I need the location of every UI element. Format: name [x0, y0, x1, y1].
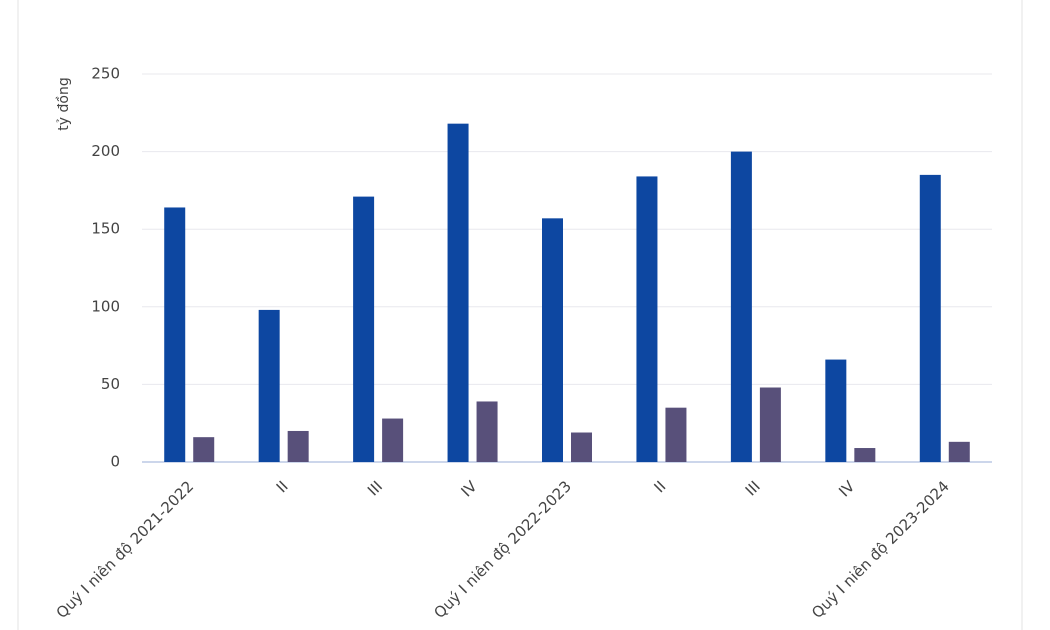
bar — [542, 218, 563, 462]
bar — [919, 174, 941, 462]
bar — [193, 437, 215, 462]
bar — [665, 407, 687, 462]
y-tick-label: 250 — [91, 65, 120, 83]
bar — [636, 176, 658, 462]
bar — [759, 387, 781, 462]
bar — [825, 359, 847, 462]
y-axis-label: tỷ đồng — [55, 77, 72, 130]
bar — [854, 448, 876, 462]
y-tick-label: 100 — [91, 297, 120, 315]
bar — [164, 207, 186, 462]
y-tick-label: 200 — [91, 142, 120, 160]
bar — [730, 151, 752, 462]
bar — [476, 401, 498, 462]
bar — [447, 123, 469, 462]
bar — [258, 309, 280, 462]
bar — [353, 196, 375, 462]
bar — [382, 418, 404, 462]
y-tick-label: 50 — [101, 375, 120, 393]
bar — [571, 432, 592, 462]
y-tick-label: 0 — [110, 453, 120, 471]
y-tick-label: 150 — [91, 220, 120, 238]
card — [17, 0, 1023, 630]
bar — [287, 430, 309, 462]
bar — [948, 441, 970, 462]
